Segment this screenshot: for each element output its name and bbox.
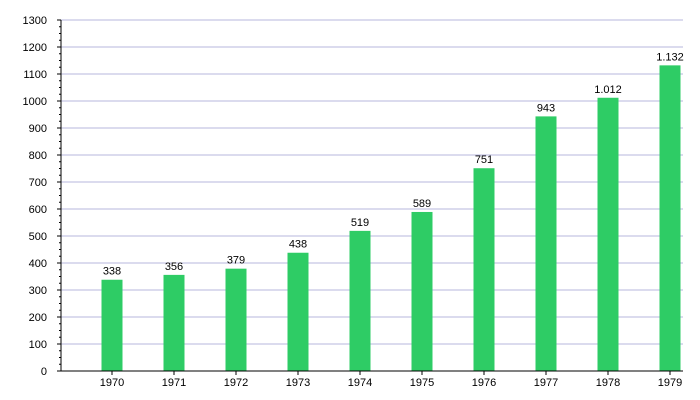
y-tick-label: 900	[29, 123, 47, 135]
data-label-1977: 943	[537, 102, 555, 114]
x-tick-label-1977: 1977	[534, 377, 558, 389]
x-tick-label-1971: 1971	[162, 377, 186, 389]
data-label-1972: 379	[227, 255, 245, 267]
bars	[101, 65, 681, 372]
data-label-1974: 519	[351, 217, 369, 229]
bar-1977	[535, 116, 557, 371]
y-tick-label: 0	[41, 366, 47, 378]
y-tick-label: 1000	[23, 96, 47, 108]
bar-1979	[659, 65, 681, 372]
bar-1970	[101, 279, 123, 371]
bar-1971	[163, 274, 185, 371]
y-tick-label: 700	[29, 177, 47, 189]
y-tick-label: 300	[29, 285, 47, 297]
bar-1973	[287, 252, 309, 371]
x-tick-label-1973: 1973	[286, 377, 310, 389]
y-tick-label: 600	[29, 204, 47, 216]
bar-1972	[225, 268, 247, 371]
x-tick-label-1976: 1976	[472, 377, 496, 389]
x-tick-label-1979: 1979	[658, 377, 682, 389]
x-tick-label-1974: 1974	[348, 377, 372, 389]
data-label-1978: 1.012	[594, 84, 622, 96]
x-tick-label-1975: 1975	[410, 377, 434, 389]
x-tick-label-1970: 1970	[100, 377, 124, 389]
data-label-1976: 751	[475, 154, 493, 166]
y-tick-label: 400	[29, 258, 47, 270]
data-label-1979: 1.132	[656, 51, 684, 63]
data-label-1971: 356	[165, 261, 183, 273]
bar-1975	[411, 211, 433, 371]
y-tick-label: 500	[29, 231, 47, 243]
data-label-1975: 589	[413, 198, 431, 210]
y-tick-label: 1300	[23, 15, 47, 27]
data-label-1970: 338	[103, 266, 121, 278]
y-tick-label: 1100	[23, 69, 47, 81]
bar-1976	[473, 168, 495, 371]
gridlines	[61, 19, 683, 345]
x-tick-label-1978: 1978	[596, 377, 620, 389]
axes	[57, 19, 683, 375]
bar-1974	[349, 230, 371, 371]
y-tick-label: 100	[29, 339, 47, 351]
x-tick-label-1972: 1972	[224, 377, 248, 389]
y-tick-label: 1200	[23, 42, 47, 54]
bar-1978	[597, 97, 619, 371]
y-tick-label: 800	[29, 150, 47, 162]
y-tick-label: 200	[29, 312, 47, 324]
data-label-1973: 438	[289, 239, 307, 251]
labels: 0 100 200 300 400 500 600 700 800 900 1000 1100 1200…	[23, 15, 684, 389]
